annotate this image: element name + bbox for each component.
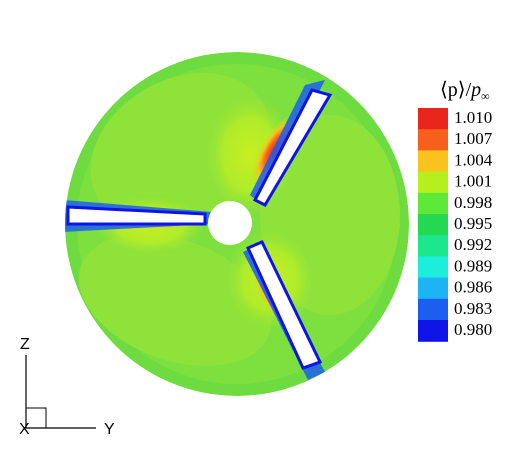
colorbar-level-label: 1.010	[454, 108, 492, 127]
colorbar-swatch	[418, 192, 448, 215]
colorbar-swatch	[418, 108, 448, 130]
z-axis-label: Z	[20, 336, 30, 353]
colorbar-level-label: 0.992	[454, 235, 492, 254]
lobe-bottom	[78, 234, 272, 366]
colorbar-level-label: 1.001	[454, 172, 492, 191]
colorbar-level-label: 1.007	[454, 129, 493, 148]
colorbar-swatch	[418, 277, 448, 300]
y-axis-label: Y	[104, 421, 115, 438]
colorbar-swatch	[418, 171, 448, 194]
colorbar-title: ⟨p⟩/p∞	[440, 79, 490, 103]
colorbar-level-label: 0.998	[454, 193, 492, 212]
blade-upper	[252, 88, 333, 207]
colorbar-level-label: 0.986	[454, 278, 492, 297]
colorbar-swatch	[418, 129, 448, 151]
colorbar-swatches	[418, 108, 448, 342]
colorbar-level-label: 1.004	[454, 150, 493, 169]
colorbar-swatch	[418, 235, 448, 257]
axis-triad: Z Y X	[19, 336, 115, 438]
colorbar-labels: 1.010 1.007 1.004 1.001 0.998 0.995 0.992 0.989…	[454, 108, 493, 339]
colorbar-swatch	[418, 298, 448, 321]
colorbar-swatch	[418, 320, 448, 342]
colorbar-level-label: 0.995	[454, 214, 492, 233]
rotor-disc	[65, 52, 409, 396]
x-axis-label: X	[19, 421, 30, 438]
hub	[208, 201, 252, 245]
colorbar-level-label: 0.989	[454, 256, 492, 275]
colorbar-level-label: 0.980	[454, 320, 492, 339]
colorbar-swatch	[418, 214, 448, 236]
colorbar-swatch	[418, 256, 448, 279]
x-axis-box	[25, 407, 47, 429]
colorbar-swatch	[418, 150, 448, 173]
blade-left	[66, 205, 207, 226]
colorbar: ⟨p⟩/p∞ 1.010 1.007 1.004 1.001 0.998 0.995 0.9…	[418, 79, 493, 342]
colorbar-level-label: 0.983	[454, 299, 492, 318]
blade-lower	[245, 240, 323, 370]
